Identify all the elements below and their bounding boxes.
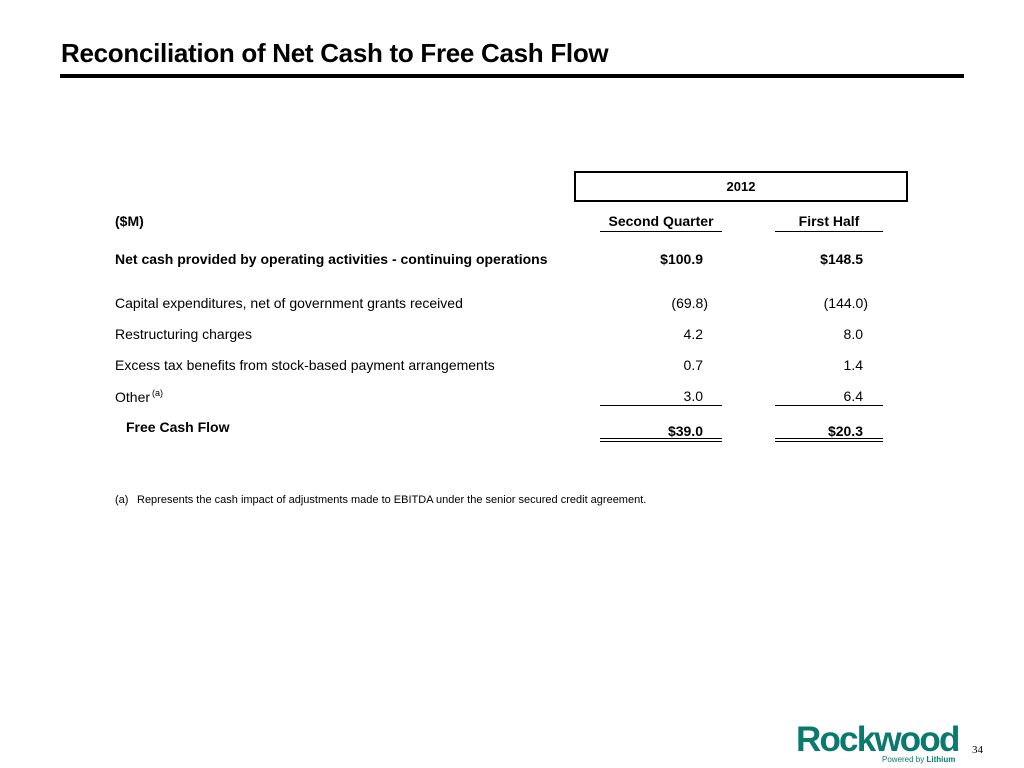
total-double-rule-first-half <box>775 438 883 442</box>
rockwood-logo: Rockwood Powered by Lithium <box>796 722 961 766</box>
logo-tagline-bold: Lithium <box>926 755 956 764</box>
row-label-other: Other (a) <box>115 388 163 405</box>
footnote: (a) Represents the cash impact of adjustm… <box>115 494 646 506</box>
year-header-box: 2012 <box>574 171 908 202</box>
row-label-excess-tax-benefits: Excess tax benefits from stock-based pay… <box>115 357 495 373</box>
footnote-reference-a: (a) <box>152 388 164 398</box>
value-net-cash-first-half: $148.5 <box>820 251 863 267</box>
column-header-rule-first-half <box>775 231 883 232</box>
value-free-cash-flow-second-quarter: $39.0 <box>667 423 703 439</box>
value-capex-first-half: (144.0) <box>823 295 868 311</box>
column-header-rule-second-quarter <box>600 231 722 232</box>
subtotal-rule-first-half <box>775 405 883 406</box>
logo-wordmark: Rockwood <box>796 720 960 759</box>
footnote-text: Represents the cash impact of adjustment… <box>137 494 647 506</box>
value-capex-second-quarter: (69.8) <box>671 295 708 311</box>
footnote-marker: (a) <box>115 494 129 506</box>
title-underline <box>60 74 964 78</box>
value-restructuring-first-half: 8.0 <box>843 326 863 342</box>
column-header-first-half: First Half <box>798 213 860 229</box>
row-label-free-cash-flow: Free Cash Flow <box>126 419 230 435</box>
value-other-second-quarter: 3.0 <box>683 388 703 404</box>
value-tax-benefits-first-half: 1.4 <box>843 357 863 373</box>
value-other-first-half: 6.4 <box>843 388 863 404</box>
row-label-net-cash: Net cash provided by operating activitie… <box>115 251 548 267</box>
value-restructuring-second-quarter: 4.2 <box>683 326 703 342</box>
total-double-rule-second-quarter <box>600 438 722 442</box>
value-tax-benefits-second-quarter: 0.7 <box>683 357 703 373</box>
unit-label: ($M) <box>115 213 144 229</box>
value-free-cash-flow-first-half: $20.3 <box>827 423 863 439</box>
row-label-restructuring-charges: Restructuring charges <box>115 326 252 342</box>
row-label-capital-expenditures: Capital expenditures, net of government … <box>115 295 463 311</box>
logo-tagline-prefix: Powered by <box>882 755 925 764</box>
value-net-cash-second-quarter: $100.9 <box>660 251 703 267</box>
column-header-second-quarter: Second Quarter <box>608 213 714 229</box>
logo-tagline: Powered by Lithium <box>882 755 955 764</box>
slide-title: Reconciliation of Net Cash to Free Cash … <box>61 38 609 68</box>
row-label-other-text: Other <box>115 389 151 405</box>
subtotal-rule-second-quarter <box>600 405 722 406</box>
year-label: 2012 <box>726 179 756 194</box>
page-number: 34 <box>972 744 983 756</box>
